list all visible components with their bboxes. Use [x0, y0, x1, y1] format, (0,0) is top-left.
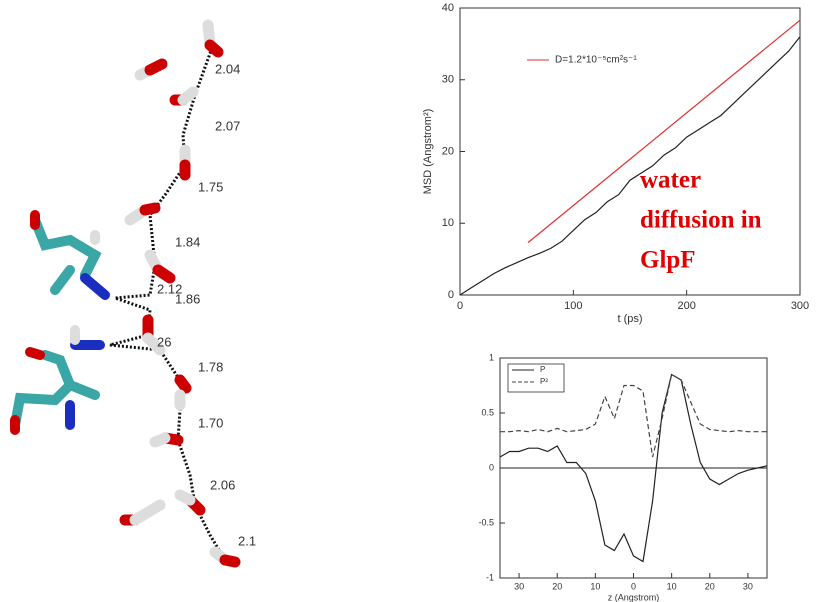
y-tick-label: 20 — [442, 145, 454, 157]
x-axis-label: t (ps) — [617, 313, 642, 325]
y-axis-label: MSD (Angstrom²) — [422, 109, 434, 195]
x-tick-label: 300 — [791, 300, 809, 312]
x-tick-label: 30 — [743, 581, 753, 591]
legend-label: D=1.2*10⁻⁵cm²s⁻¹ — [555, 55, 637, 66]
distance-label: 2.07 — [215, 118, 240, 133]
distance-label: 1.78 — [198, 359, 223, 374]
y-tick-label: 0.5 — [481, 407, 494, 417]
x-axis-label: z (Angstrom) — [608, 592, 660, 602]
x-tick-label: 200 — [677, 300, 695, 312]
plot-frame — [460, 8, 800, 295]
series-line — [460, 37, 800, 295]
distance-label: 1.70 — [198, 415, 223, 430]
chart: 0 10 20 30 40 0 100 200 300 t (ps) MSD (Angstrom²)… — [422, 2, 809, 325]
annotation: water — [640, 167, 701, 194]
distance-label: 2.1 — [238, 533, 256, 548]
annotation: diffusion in — [640, 207, 762, 234]
x-tick-label: 20 — [705, 581, 715, 591]
x-tick-label: 10 — [590, 581, 600, 591]
y-tick-label: 10 — [442, 217, 454, 229]
distance-label: 26 — [157, 334, 171, 349]
y-tick-label: 0 — [489, 462, 494, 472]
x-tick-label: 10 — [667, 581, 677, 591]
residues — [15, 215, 105, 430]
chart: -1 -0.5 0 0.5 1 30 20 10 0 10 20 30 z (Angstrom) P P² — [478, 352, 767, 602]
legend-label: P² — [540, 377, 548, 386]
hydrogen-bonds — [110, 48, 225, 560]
distance-label: 2.04 — [215, 61, 240, 76]
y-tick-label: 0 — [448, 289, 454, 301]
distance-label: 2.06 — [210, 477, 235, 492]
distance-label: 1.75 — [198, 179, 223, 194]
y-tick-label: 30 — [442, 74, 454, 86]
legend-box — [508, 364, 564, 392]
y-tick-label: 40 — [442, 2, 454, 14]
x-tick-label: 0 — [457, 300, 463, 312]
x-tick-label: 20 — [552, 581, 562, 591]
y-tick-label: -0.5 — [478, 517, 494, 527]
x-tick-label: 30 — [514, 581, 524, 591]
distance-label: 1.86 — [175, 291, 200, 306]
y-tick-label: -1 — [486, 572, 494, 582]
x-tick-label: 100 — [564, 300, 582, 312]
distance-labels: 2.042.071.751.842.121.86261.781.702.062.… — [157, 61, 256, 548]
legend-label: P — [540, 365, 545, 374]
annotation: GlpF — [640, 247, 696, 274]
molecule — [15, 25, 235, 562]
y-tick-label: 1 — [489, 352, 494, 362]
x-tick-label: 0 — [631, 581, 636, 591]
distance-label: 1.84 — [175, 234, 200, 249]
figure: 2.042.071.751.842.121.86261.781.702.062.… — [0, 0, 820, 602]
